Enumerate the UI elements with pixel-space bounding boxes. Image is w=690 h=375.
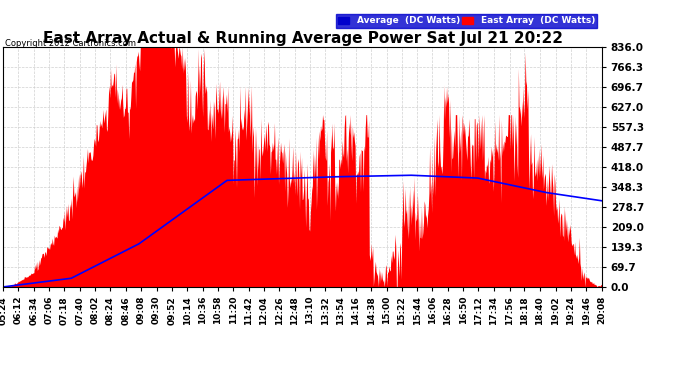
Text: Copyright 2012 Cartronics.com: Copyright 2012 Cartronics.com (5, 39, 136, 48)
Legend: Average  (DC Watts), East Array  (DC Watts): Average (DC Watts), East Array (DC Watts… (336, 14, 597, 28)
Title: East Array Actual & Running Average Power Sat Jul 21 20:22: East Array Actual & Running Average Powe… (43, 31, 562, 46)
